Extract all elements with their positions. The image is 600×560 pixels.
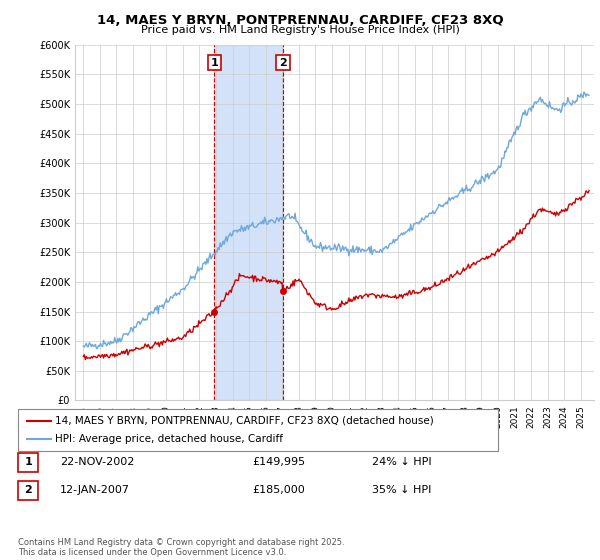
Text: 22-NOV-2002: 22-NOV-2002 <box>60 457 134 467</box>
Text: Price paid vs. HM Land Registry's House Price Index (HPI): Price paid vs. HM Land Registry's House … <box>140 25 460 35</box>
Text: Contains HM Land Registry data © Crown copyright and database right 2025.
This d: Contains HM Land Registry data © Crown c… <box>18 538 344 557</box>
Text: 14, MAES Y BRYN, PONTPRENNAU, CARDIFF, CF23 8XQ (detached house): 14, MAES Y BRYN, PONTPRENNAU, CARDIFF, C… <box>55 416 434 426</box>
Text: 1: 1 <box>211 58 218 68</box>
Bar <box>214 45 283 400</box>
Text: 35% ↓ HPI: 35% ↓ HPI <box>372 485 431 495</box>
Text: 2: 2 <box>25 485 32 495</box>
Text: 2: 2 <box>279 58 287 68</box>
Text: £149,995: £149,995 <box>252 457 305 467</box>
Text: 14, MAES Y BRYN, PONTPRENNAU, CARDIFF, CF23 8XQ: 14, MAES Y BRYN, PONTPRENNAU, CARDIFF, C… <box>97 14 503 27</box>
Text: HPI: Average price, detached house, Cardiff: HPI: Average price, detached house, Card… <box>55 434 283 444</box>
Text: 12-JAN-2007: 12-JAN-2007 <box>60 485 130 495</box>
Text: £185,000: £185,000 <box>252 485 305 495</box>
Text: 1: 1 <box>25 457 32 467</box>
Text: 24% ↓ HPI: 24% ↓ HPI <box>372 457 431 467</box>
